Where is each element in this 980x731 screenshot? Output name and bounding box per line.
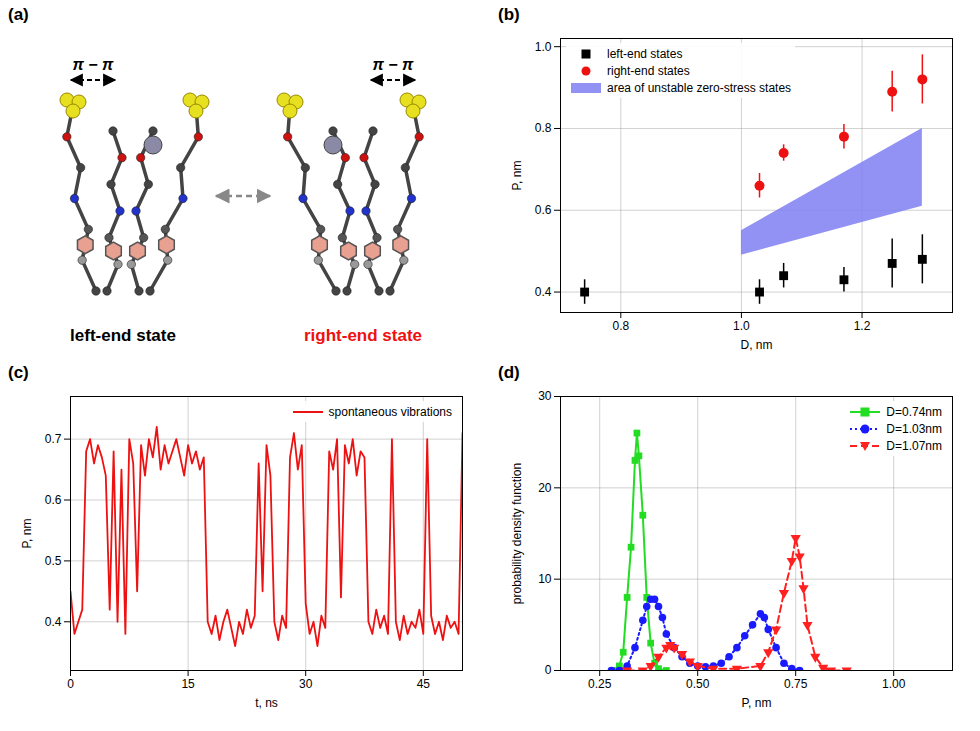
svg-text:0: 0	[545, 663, 552, 677]
html-text:D=0.74nm: D=0.74nm	[886, 404, 942, 419]
svg-text:30: 30	[538, 389, 552, 403]
html-text:(c): (c)	[8, 363, 29, 382]
svg-text:left-end state: left-end state	[70, 326, 176, 345]
svg-text:0.4: 0.4	[535, 285, 552, 299]
svg-text:1.2: 1.2	[854, 319, 871, 333]
svg-text:0.6: 0.6	[535, 203, 552, 217]
html-text:(d): (d)	[498, 363, 520, 382]
svg-text:0.4: 0.4	[45, 615, 62, 629]
svg-text:1.0: 1.0	[535, 40, 552, 54]
svg-text:0.8: 0.8	[535, 121, 552, 135]
html-text:right-end states: right-end states	[607, 63, 690, 78]
svg-text:15: 15	[181, 677, 195, 691]
html-text:(b): (b)	[498, 5, 520, 24]
html-text:left-end states: left-end states	[607, 46, 683, 61]
svg-text:0.25: 0.25	[588, 677, 612, 691]
svg-text:P, nm: P, nm	[510, 161, 524, 191]
svg-text:0: 0	[67, 677, 74, 691]
svg-text:20: 20	[538, 481, 552, 495]
svg-text:1.00: 1.00	[882, 677, 906, 691]
svg-text:30: 30	[299, 677, 313, 691]
svg-text:P, nm: P, nm	[20, 519, 34, 549]
svg-text:0.5: 0.5	[45, 554, 62, 568]
svg-text:1.0: 1.0	[733, 319, 750, 333]
svg-text:right-end state: right-end state	[304, 326, 422, 345]
html-text:D=1.07nm: D=1.07nm	[886, 438, 942, 453]
html-text:area of unstable zero-stress s: area of unstable zero-stress states	[607, 80, 792, 95]
html-text:D=1.03nm: D=1.03nm	[886, 421, 942, 436]
svg-text:0.7: 0.7	[45, 432, 62, 446]
svg-text:0.8: 0.8	[612, 319, 629, 333]
svg-text:π − π: π − π	[72, 56, 114, 73]
svg-text:t, ns: t, ns	[255, 696, 278, 710]
svg-text:0.75: 0.75	[784, 677, 808, 691]
svg-text:0.6: 0.6	[45, 493, 62, 507]
svg-text:45: 45	[417, 677, 431, 691]
svg-text:P, nm: P, nm	[742, 696, 772, 710]
svg-text:10: 10	[538, 572, 552, 586]
svg-text:probability density function: probability density function	[510, 463, 524, 604]
html-text:spontaneous vibrations: spontaneous vibrations	[328, 404, 452, 419]
svg-text:D, nm: D, nm	[740, 338, 772, 352]
html-text:(a): (a)	[8, 5, 29, 24]
svg-text:0.50: 0.50	[686, 677, 710, 691]
svg-text:π − π: π − π	[372, 56, 414, 73]
